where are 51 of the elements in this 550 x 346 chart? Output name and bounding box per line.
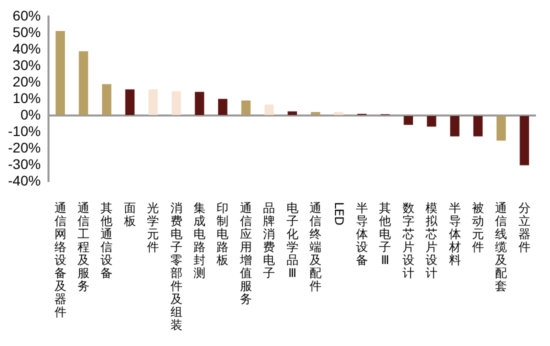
x-tick-label: 数字芯片设计 — [401, 201, 416, 280]
x-tick-label: 光学元件 — [146, 201, 160, 254]
x-tick-label: 分立器件 — [517, 201, 532, 254]
bar — [194, 92, 204, 116]
bar — [148, 89, 158, 116]
x-tick-label: 通信线缆及配套 — [494, 201, 508, 293]
x-tick-label: 半导体设备 — [354, 201, 369, 267]
x-tick-label: 其他通信设备 — [100, 201, 114, 280]
x-tick-label: LED — [330, 202, 347, 226]
x-tick-label: 印制电路板 — [216, 201, 230, 267]
bar — [78, 51, 88, 116]
bar — [102, 84, 112, 116]
bar — [404, 116, 414, 125]
x-tick-label: 半导体材料 — [448, 201, 462, 267]
y-tick-label: 10% — [12, 90, 41, 106]
bar — [172, 91, 181, 116]
y-tick-label: 60% — [12, 7, 41, 24]
x-tick-label: 通信终端及配件 — [308, 201, 323, 293]
x-tick-label: 被动元件 — [470, 201, 485, 254]
bar — [56, 30, 65, 116]
y-tick-label: 20% — [12, 73, 41, 90]
bar — [125, 89, 135, 116]
y-tick-label: -10% — [8, 122, 41, 139]
bar — [334, 112, 344, 116]
bar — [473, 116, 483, 136]
x-tick-label: 面板 — [122, 201, 137, 228]
bar — [496, 116, 506, 141]
y-tick-label: 30% — [12, 56, 41, 73]
x-tick-label: 电子化学品Ⅲ — [285, 201, 300, 280]
y-tick-label: 40% — [12, 40, 41, 56]
bar — [520, 116, 530, 166]
x-tick-label: 其他电子Ⅲ — [378, 201, 392, 267]
bar — [426, 116, 436, 127]
y-tick-label: -20% — [8, 139, 41, 156]
bar — [218, 98, 228, 116]
category-label: 消费电子零部件及组装 — [170, 201, 182, 332]
y-tick-label: -30% — [8, 156, 41, 172]
category-label: 通信网络设备及器件 — [54, 201, 66, 319]
y-tick-label: 50% — [12, 24, 41, 40]
bar — [241, 100, 251, 116]
bar — [288, 111, 297, 116]
bar — [310, 112, 320, 116]
x-tick-label: 模拟芯片设计 — [424, 201, 439, 280]
x-tick-label: 通信工程及服务 — [76, 201, 90, 293]
x-tick-label: 集成电路封测 — [192, 201, 207, 280]
x-tick-label: 品牌消费电子 — [262, 201, 276, 280]
bar — [264, 104, 274, 116]
x-tick-label: 通信应用增值服务 — [238, 201, 253, 306]
y-tick-label: 0% — [20, 106, 41, 122]
bar — [450, 116, 460, 136]
y-tick-label: -40% — [8, 172, 41, 188]
